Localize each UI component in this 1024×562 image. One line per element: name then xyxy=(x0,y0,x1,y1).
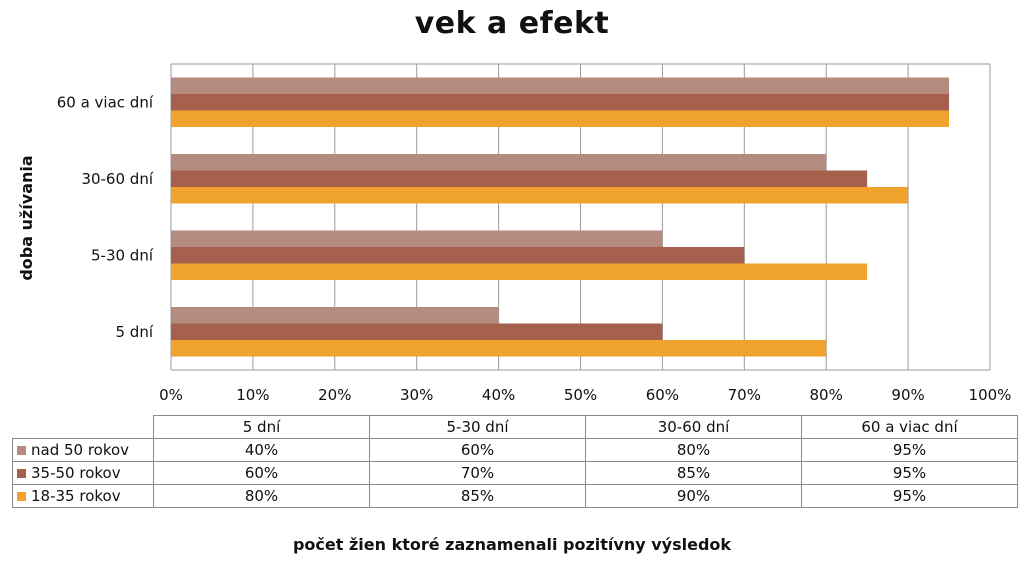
legend-key-nad-50 xyxy=(17,446,26,455)
x-tick-label: 10% xyxy=(236,386,269,404)
bar xyxy=(171,94,950,111)
x-tick-label: 0% xyxy=(159,386,183,404)
bar xyxy=(171,154,827,171)
x-axis-label: počet žien ktoré zaznamenali pozitívny v… xyxy=(292,535,732,554)
table-cell: 85% xyxy=(585,461,802,485)
x-tick-label: 30% xyxy=(400,386,433,404)
chart-title: vek a efekt xyxy=(414,6,610,41)
table-row: 18-35 rokov 80% 85% 90% 95% xyxy=(12,484,1018,508)
series-label: nad 50 rokov xyxy=(31,441,130,459)
bar-chart: 0% 10% 20% 30% 40% 50% 60% 70% 80% 90% 100% 5 dní 5-… xyxy=(17,63,1012,404)
table-row-header: 35-50 rokov xyxy=(12,461,154,485)
bar xyxy=(171,323,663,340)
table-cell: 60% xyxy=(153,461,370,485)
bar xyxy=(171,77,950,94)
legend-key-18-35 xyxy=(17,492,26,501)
bar xyxy=(171,263,868,280)
bar xyxy=(171,230,663,247)
table-col-header: 60 a viac dní xyxy=(801,415,1018,439)
table-row-header: nad 50 rokov xyxy=(12,438,154,462)
table-col-header: 5 dní xyxy=(153,415,370,439)
bar xyxy=(171,307,499,324)
y-tick-label: 5 dní xyxy=(115,323,153,341)
table-cell: 90% xyxy=(585,484,802,508)
data-table: 5 dní 5-30 dní 30-60 dní 60 a viac dní n… xyxy=(12,415,1018,508)
series-label: 18-35 rokov xyxy=(31,487,121,505)
bar xyxy=(171,170,868,187)
bar xyxy=(171,110,950,127)
y-tick-label: 30-60 dní xyxy=(81,170,153,188)
legend-key-35-50 xyxy=(17,469,26,478)
table-row: 35-50 rokov 60% 70% 85% 95% xyxy=(12,461,1018,485)
table-cell: 60% xyxy=(369,438,586,462)
x-tick-label: 80% xyxy=(810,386,843,404)
table-cell: 70% xyxy=(369,461,586,485)
table-cell: 80% xyxy=(153,484,370,508)
bar xyxy=(171,187,909,204)
table-col-header: 5-30 dní xyxy=(369,415,586,439)
series-label: 35-50 rokov xyxy=(31,464,121,482)
table-header-row: 5 dní 5-30 dní 30-60 dní 60 a viac dní xyxy=(13,415,1018,439)
table-row: nad 50 rokov 40% 60% 80% 95% xyxy=(12,438,1018,462)
x-tick-label: 90% xyxy=(891,386,924,404)
table-cell: 95% xyxy=(801,461,1018,485)
y-tick-label: 5-30 dní xyxy=(91,246,154,264)
bars xyxy=(171,77,950,357)
table-cell: 95% xyxy=(801,484,1018,508)
table-row-header: 18-35 rokov xyxy=(12,484,154,508)
tick-labels: 0% 10% 20% 30% 40% 50% 60% 70% 80% 90% 100% 5 dní 5-… xyxy=(57,93,1012,404)
table-cell: 80% xyxy=(585,438,802,462)
x-tick-label: 60% xyxy=(646,386,679,404)
x-tick-label: 70% xyxy=(728,386,761,404)
bar xyxy=(171,247,745,264)
x-tick-label: 50% xyxy=(564,386,597,404)
x-tick-label: 40% xyxy=(482,386,515,404)
table-cell: 40% xyxy=(153,438,370,462)
table-cell: 95% xyxy=(801,438,1018,462)
bar xyxy=(171,340,827,357)
x-tick-label: 20% xyxy=(318,386,351,404)
x-tick-label: 100% xyxy=(969,386,1012,404)
table-col-header: 30-60 dní xyxy=(585,415,802,439)
y-axis-label: doba užívania xyxy=(17,155,36,280)
y-tick-label: 60 a viac dní xyxy=(57,93,154,111)
table-corner xyxy=(13,416,154,439)
table-cell: 85% xyxy=(369,484,586,508)
